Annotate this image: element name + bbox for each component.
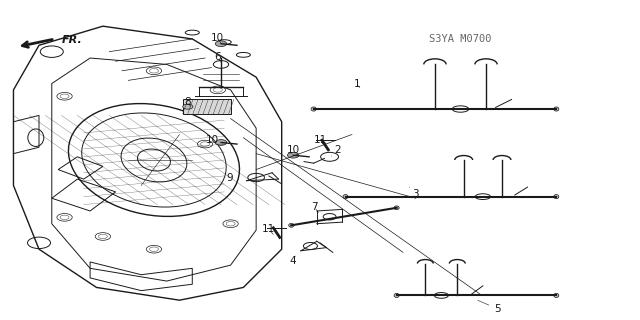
Text: 8: 8 <box>184 97 191 107</box>
Text: 11: 11 <box>262 224 276 235</box>
Text: FR.: FR. <box>61 35 82 45</box>
Text: 5: 5 <box>477 300 501 314</box>
Text: S3YA M0700: S3YA M0700 <box>429 34 492 44</box>
Ellipse shape <box>289 223 294 227</box>
Ellipse shape <box>554 195 559 199</box>
Text: 11: 11 <box>314 135 326 145</box>
Ellipse shape <box>394 293 399 298</box>
Text: 1: 1 <box>354 78 360 89</box>
Text: 6: 6 <box>214 52 221 62</box>
Ellipse shape <box>343 195 348 199</box>
Ellipse shape <box>394 206 399 210</box>
Ellipse shape <box>554 293 559 298</box>
Circle shape <box>215 41 227 47</box>
Circle shape <box>215 140 227 145</box>
Ellipse shape <box>554 107 559 111</box>
Bar <box>182 100 230 114</box>
Text: 10: 10 <box>287 146 300 156</box>
Ellipse shape <box>311 107 316 111</box>
Text: 9: 9 <box>226 173 236 186</box>
Text: 10: 10 <box>211 33 225 43</box>
Text: 10: 10 <box>206 135 220 145</box>
Text: 2: 2 <box>332 146 341 156</box>
Circle shape <box>182 104 193 109</box>
Circle shape <box>287 152 299 158</box>
Text: 3: 3 <box>410 187 419 199</box>
Text: 4: 4 <box>290 256 296 266</box>
Text: 7: 7 <box>312 202 319 212</box>
